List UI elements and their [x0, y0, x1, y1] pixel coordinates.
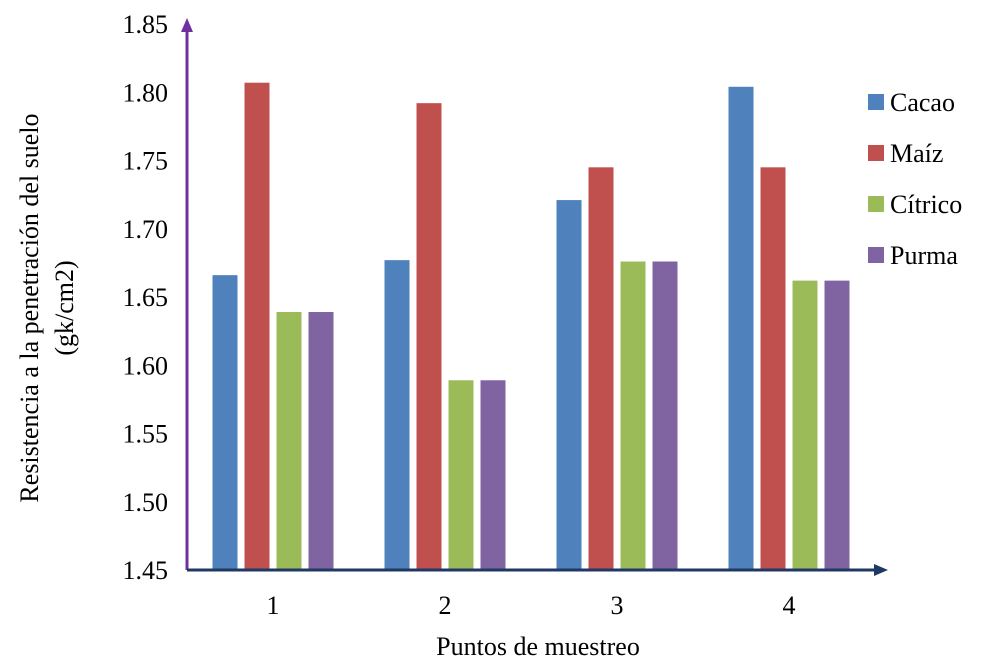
- bar-cacao-2: [384, 260, 410, 570]
- x-tick-label: 4: [783, 591, 796, 620]
- legend-swatch-cacao: [868, 94, 884, 110]
- axes: [181, 18, 888, 576]
- bar-cítrico-3: [620, 261, 646, 570]
- bar-cítrico-1: [276, 312, 302, 570]
- legend-label: Cítrico: [890, 190, 962, 219]
- y-tick-labels: 1.45 1.50 1.55 1.60 1.65 1.70 1.75 1.80 1.85: [123, 10, 169, 585]
- y-tick-label: 1.50: [123, 488, 169, 517]
- y-axis-arrowhead: [181, 18, 193, 32]
- y-tick-label: 1.55: [123, 420, 169, 449]
- legend-swatch-purma: [868, 247, 884, 263]
- legend-label: Purma: [890, 241, 958, 270]
- legend: Cacao Maíz Cítrico Purma: [868, 88, 962, 270]
- y-axis-label: Resistencia a la penetración del suelo (…: [15, 113, 79, 502]
- y-tick-label: 1.85: [123, 10, 169, 39]
- legend-label: Maíz: [890, 139, 943, 168]
- bar-cacao-1: [212, 275, 238, 570]
- legend-swatch-cítrico: [868, 196, 884, 212]
- bar-purma-1: [308, 312, 334, 570]
- bar-maíz-2: [416, 103, 442, 571]
- y-tick-label: 1.65: [123, 283, 169, 312]
- x-axis-arrowhead: [874, 564, 888, 576]
- bar-maíz-3: [588, 167, 614, 570]
- bar-purma-4: [824, 280, 850, 570]
- y-axis-label-line-1: Resistencia a la penetración del suelo: [15, 113, 44, 502]
- bar-purma-3: [652, 261, 678, 570]
- y-tick-label: 1.60: [123, 351, 169, 380]
- y-tick-label: 1.75: [123, 147, 169, 176]
- y-tick-label: 1.70: [123, 215, 169, 244]
- bar-cítrico-2: [448, 380, 474, 570]
- y-axis-label-line-2: (gk/cm2): [50, 260, 79, 355]
- x-tick-label: 3: [611, 591, 624, 620]
- bar-cítrico-4: [792, 280, 818, 570]
- y-tick-label: 1.80: [123, 78, 169, 107]
- legend-swatch-maíz: [868, 145, 884, 161]
- bars: [212, 82, 850, 571]
- legend-label: Cacao: [890, 88, 955, 117]
- bar-cacao-4: [728, 86, 754, 570]
- x-tick-labels: 1 2 3 4: [267, 591, 796, 620]
- bar-cacao-3: [556, 200, 582, 570]
- bar-maíz-4: [760, 167, 786, 570]
- y-tick-label: 1.45: [123, 556, 169, 585]
- x-axis-label: Puntos de muestreo: [436, 632, 640, 661]
- bar-purma-2: [480, 380, 506, 570]
- bar-maíz-1: [244, 82, 270, 570]
- x-tick-label: 2: [439, 591, 452, 620]
- x-tick-label: 1: [267, 591, 280, 620]
